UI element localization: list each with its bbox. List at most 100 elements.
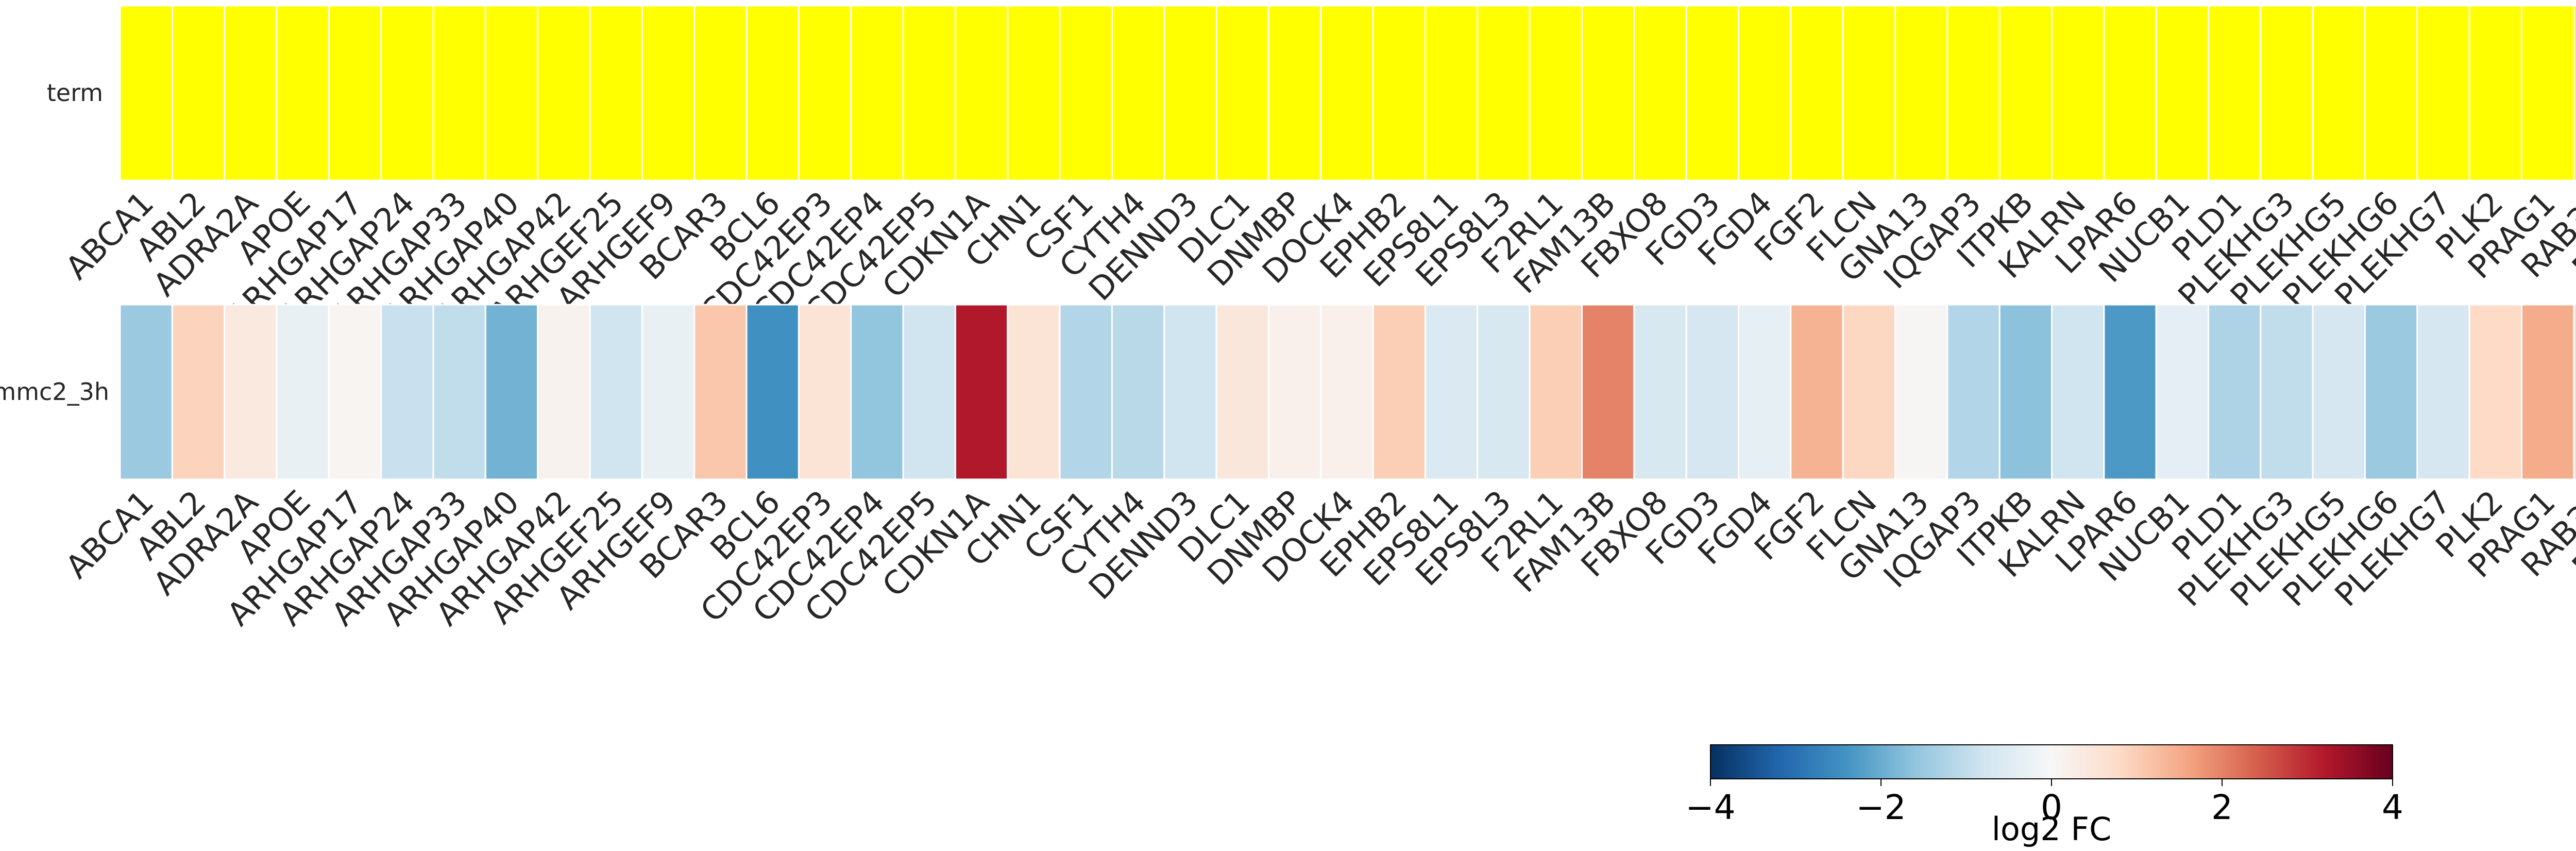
heatmap-cell	[1998, 304, 2053, 480]
heatmap-cell	[1424, 304, 1479, 480]
term-cell	[171, 5, 226, 181]
heatmap-cell	[1477, 304, 1531, 480]
term-cell	[380, 5, 434, 181]
heatmap-cell	[1059, 304, 1113, 480]
term-cell	[902, 5, 956, 181]
heatmap-cell	[1372, 304, 1426, 480]
heatmap-cell	[119, 304, 173, 480]
term-cell	[484, 5, 539, 181]
row-label-term: term	[47, 79, 103, 107]
row-label-mmc2-3h: mmc2_3h	[0, 378, 109, 406]
heatmap-cell	[1163, 304, 1217, 480]
term-cell	[850, 5, 904, 181]
term-cell	[2468, 5, 2523, 181]
heatmap-cell	[2103, 304, 2157, 480]
term-cell	[1842, 5, 1896, 181]
colorbar-label: log2 FC	[1992, 810, 2112, 848]
term-cell	[1059, 5, 1113, 181]
term-cell	[1633, 5, 1687, 181]
heatmap-cell	[2312, 304, 2366, 480]
heatmap-cell	[1633, 304, 1687, 480]
term-cell	[224, 5, 278, 181]
term-cell	[2051, 5, 2105, 181]
colorbar-tick-label: 4	[2382, 788, 2403, 827]
term-cell	[2155, 5, 2210, 181]
heatmap-cell	[2468, 304, 2523, 480]
term-cell	[2260, 5, 2314, 181]
heatmap-cell	[328, 304, 382, 480]
heatmap-cell	[2416, 304, 2470, 480]
term-cell	[1946, 5, 2001, 181]
term-cell	[1477, 5, 1531, 181]
term-cell	[745, 5, 800, 181]
term-cell	[1163, 5, 1217, 181]
term-cell	[537, 5, 591, 181]
heatmap-cell	[1320, 304, 1374, 480]
heatmap-cell	[693, 304, 748, 480]
term-cell	[2521, 5, 2575, 181]
heatmap-cell	[2364, 304, 2418, 480]
term-cell	[1372, 5, 1426, 181]
annotation-row-term	[119, 5, 2576, 181]
heatmap-cell	[432, 304, 486, 480]
term-cell	[641, 5, 696, 181]
colorbar: −4 −2 0 2 4 log2 FC	[1685, 744, 2403, 848]
heatmap-cell	[1111, 304, 1165, 480]
term-cell	[1529, 5, 1583, 181]
term-cell	[328, 5, 382, 181]
term-cell	[1894, 5, 1948, 181]
term-cell	[798, 5, 852, 181]
heatmap-cell	[589, 304, 643, 480]
heatmap-cell	[902, 304, 956, 480]
term-cell	[2573, 5, 2576, 181]
term-cell	[1215, 5, 1269, 181]
term-cell	[1581, 5, 1635, 181]
term-cell	[2416, 5, 2470, 181]
term-cell	[2312, 5, 2366, 181]
term-cell	[2208, 5, 2262, 181]
colorbar-tick-label: 0	[2041, 788, 2062, 827]
term-cell	[2103, 5, 2157, 181]
term-cell	[693, 5, 748, 181]
heatmap-cell	[2155, 304, 2210, 480]
colorbar-gradient	[1710, 744, 2393, 779]
heatmap-cell	[2521, 304, 2575, 480]
colorbar-tick-label: 2	[2211, 788, 2233, 827]
colorbar-tick-label: −2	[1856, 788, 1906, 827]
term-cell	[1424, 5, 1479, 181]
heatmap-cell	[537, 304, 591, 480]
heatmap-cell	[1215, 304, 1269, 480]
term-cell	[1998, 5, 2053, 181]
term-cell	[1111, 5, 1165, 181]
term-cell	[1007, 5, 1061, 181]
colorbar-ticks: −4 −2 0 2 4	[1685, 779, 2403, 827]
term-cell	[276, 5, 330, 181]
heatmap-cell	[1007, 304, 1061, 480]
heatmap-cell	[1529, 304, 1583, 480]
heatmap-cell	[850, 304, 904, 480]
heatmap-cell	[2260, 304, 2314, 480]
heatmap-cell	[1946, 304, 2001, 480]
term-cell	[1737, 5, 1792, 181]
heatmap-cell	[276, 304, 330, 480]
heatmap-cell	[224, 304, 278, 480]
heatmap-cell	[171, 304, 226, 480]
heatmap-cell	[745, 304, 800, 480]
value-row-mmc2-3h	[119, 304, 2576, 480]
term-cell	[119, 5, 173, 181]
heatmap-cell	[1842, 304, 1896, 480]
bottom-gene-labels: ABCA1ABL2ADRA2AAPOEARHGAP17ARHGAP24ARHGA…	[58, 483, 2576, 633]
heatmap-cell	[954, 304, 1009, 480]
heatmap-cell	[1267, 304, 1322, 480]
colorbar-tick-label: −4	[1685, 788, 1735, 827]
heatmap-cell	[484, 304, 539, 480]
term-cell	[1320, 5, 1374, 181]
heatmap-cell	[641, 304, 696, 480]
term-cell	[1790, 5, 1844, 181]
heatmap-cell	[1581, 304, 1635, 480]
heatmap-cell	[1790, 304, 1844, 480]
term-cell	[2364, 5, 2418, 181]
heatmap-cell	[2573, 304, 2576, 480]
heatmap-cell	[798, 304, 852, 480]
